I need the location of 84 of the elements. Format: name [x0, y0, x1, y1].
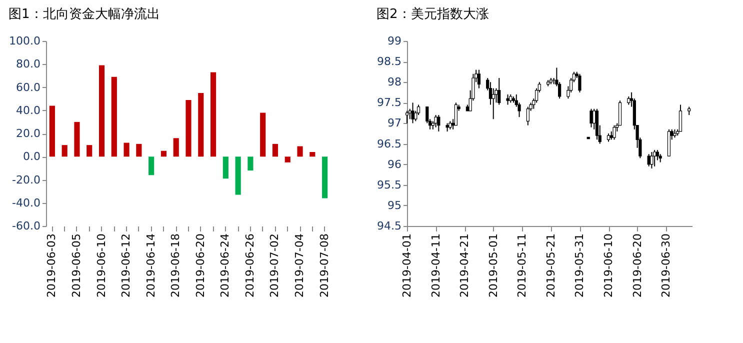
bar: [62, 145, 68, 157]
x-tick-label: 2019-05-11: [516, 234, 529, 298]
x-tick-label: 2019-06-05: [70, 234, 83, 298]
y-tick-label: -60.0: [12, 220, 40, 232]
x-tick-label: 2019-06-18: [169, 234, 182, 298]
x-tick-label: 2019-07-02: [268, 234, 282, 298]
bar: [186, 100, 192, 157]
y-tick-label: 97: [388, 116, 402, 130]
bar: [235, 156, 241, 195]
candlestick: [656, 149, 660, 161]
x-tick-label: 2019-06-20: [194, 234, 207, 298]
x-tick-label: 2019-05-21: [544, 234, 558, 298]
bar: [124, 142, 130, 157]
x-tick-label: 2019-06-14: [144, 234, 158, 298]
candlestick: [492, 88, 495, 120]
bar: [173, 138, 179, 157]
x-tick-label: 2019-06-26: [243, 234, 256, 298]
candlestick: [526, 106, 530, 126]
y-tick-label: 40.0: [16, 104, 40, 117]
y-tick-label: 94.5: [377, 220, 402, 232]
chart-title: 图2：美元指数大涨: [376, 6, 489, 22]
y-tick-label: 96.5: [377, 137, 402, 150]
candlestick: [477, 69, 481, 89]
y-tick-label: -20.0: [12, 173, 40, 186]
bar: [284, 156, 290, 162]
candlestick: [653, 149, 656, 167]
candlestick: [590, 108, 593, 128]
candlestick: [408, 108, 412, 120]
y-tick-label: 96: [388, 158, 402, 171]
x-tick-label: 2019-06-12: [120, 234, 133, 298]
bar: [260, 112, 266, 157]
candlestick: [650, 152, 654, 169]
y-tick-label: 60.0: [16, 80, 40, 94]
bar: [74, 122, 80, 157]
x-tick-label: 2019-04-11: [429, 234, 442, 298]
bar: [160, 150, 167, 157]
y-tick-label: 20.0: [16, 127, 40, 140]
x-tick-label: 2019-04-01: [400, 234, 414, 298]
bar: [198, 93, 204, 157]
bar: [310, 152, 316, 157]
x-tick-label: 2019-06-10: [94, 234, 108, 298]
bar: [111, 76, 117, 157]
chart-title: 图1：北向资金大幅净流出: [8, 6, 160, 22]
candlestick: [411, 102, 414, 124]
x-tick-label: 2019-04-21: [458, 234, 472, 298]
x-tick-label: 2019-07-04: [293, 234, 306, 298]
x-tick-label: 2019-05-01: [486, 234, 500, 298]
x-tick-label: 2019-06-24: [218, 234, 232, 298]
y-tick-label: -40.0: [12, 196, 40, 210]
y-tick-label: 97.5: [377, 96, 402, 110]
x-tick-label: 2019-06-20: [630, 234, 644, 298]
bar: [222, 156, 228, 179]
bar: [322, 156, 328, 198]
bar: [272, 144, 278, 157]
candlestick: [678, 104, 682, 132]
candlestick: [647, 154, 650, 167]
x-tick-label: 2019-05-31: [573, 234, 586, 298]
bar: [136, 144, 142, 157]
bar: [248, 156, 254, 170]
bar: [49, 106, 55, 157]
y-tick-label: 99: [388, 34, 402, 48]
bar: [148, 156, 154, 176]
bar: [210, 72, 216, 157]
candlestick: [434, 114, 438, 128]
candlestick: [437, 114, 440, 132]
y-tick-label: 95: [388, 198, 402, 212]
bar: [86, 145, 92, 157]
y-tick-label: 98.5: [377, 55, 402, 68]
x-tick-label: 2019-06-03: [45, 234, 58, 298]
candlestick: [454, 102, 458, 126]
y-tick-label: 100.0: [9, 34, 40, 48]
candlestick: [612, 124, 616, 140]
y-tick-label: 98: [388, 76, 402, 89]
candlestick: [498, 78, 501, 106]
candlestick: [578, 73, 582, 93]
x-tick-label: 2019-06-10: [602, 234, 616, 298]
y-tick-label: 95.5: [377, 178, 402, 192]
x-tick-label: 2019-06-30: [660, 234, 673, 298]
y-tick-label: 0.0: [23, 150, 40, 164]
bar: [297, 146, 303, 157]
candlestick: [506, 94, 510, 106]
x-tick-label: 2019-07-08: [318, 234, 331, 298]
y-tick-label: 80.0: [16, 58, 40, 71]
bar: [98, 65, 105, 157]
